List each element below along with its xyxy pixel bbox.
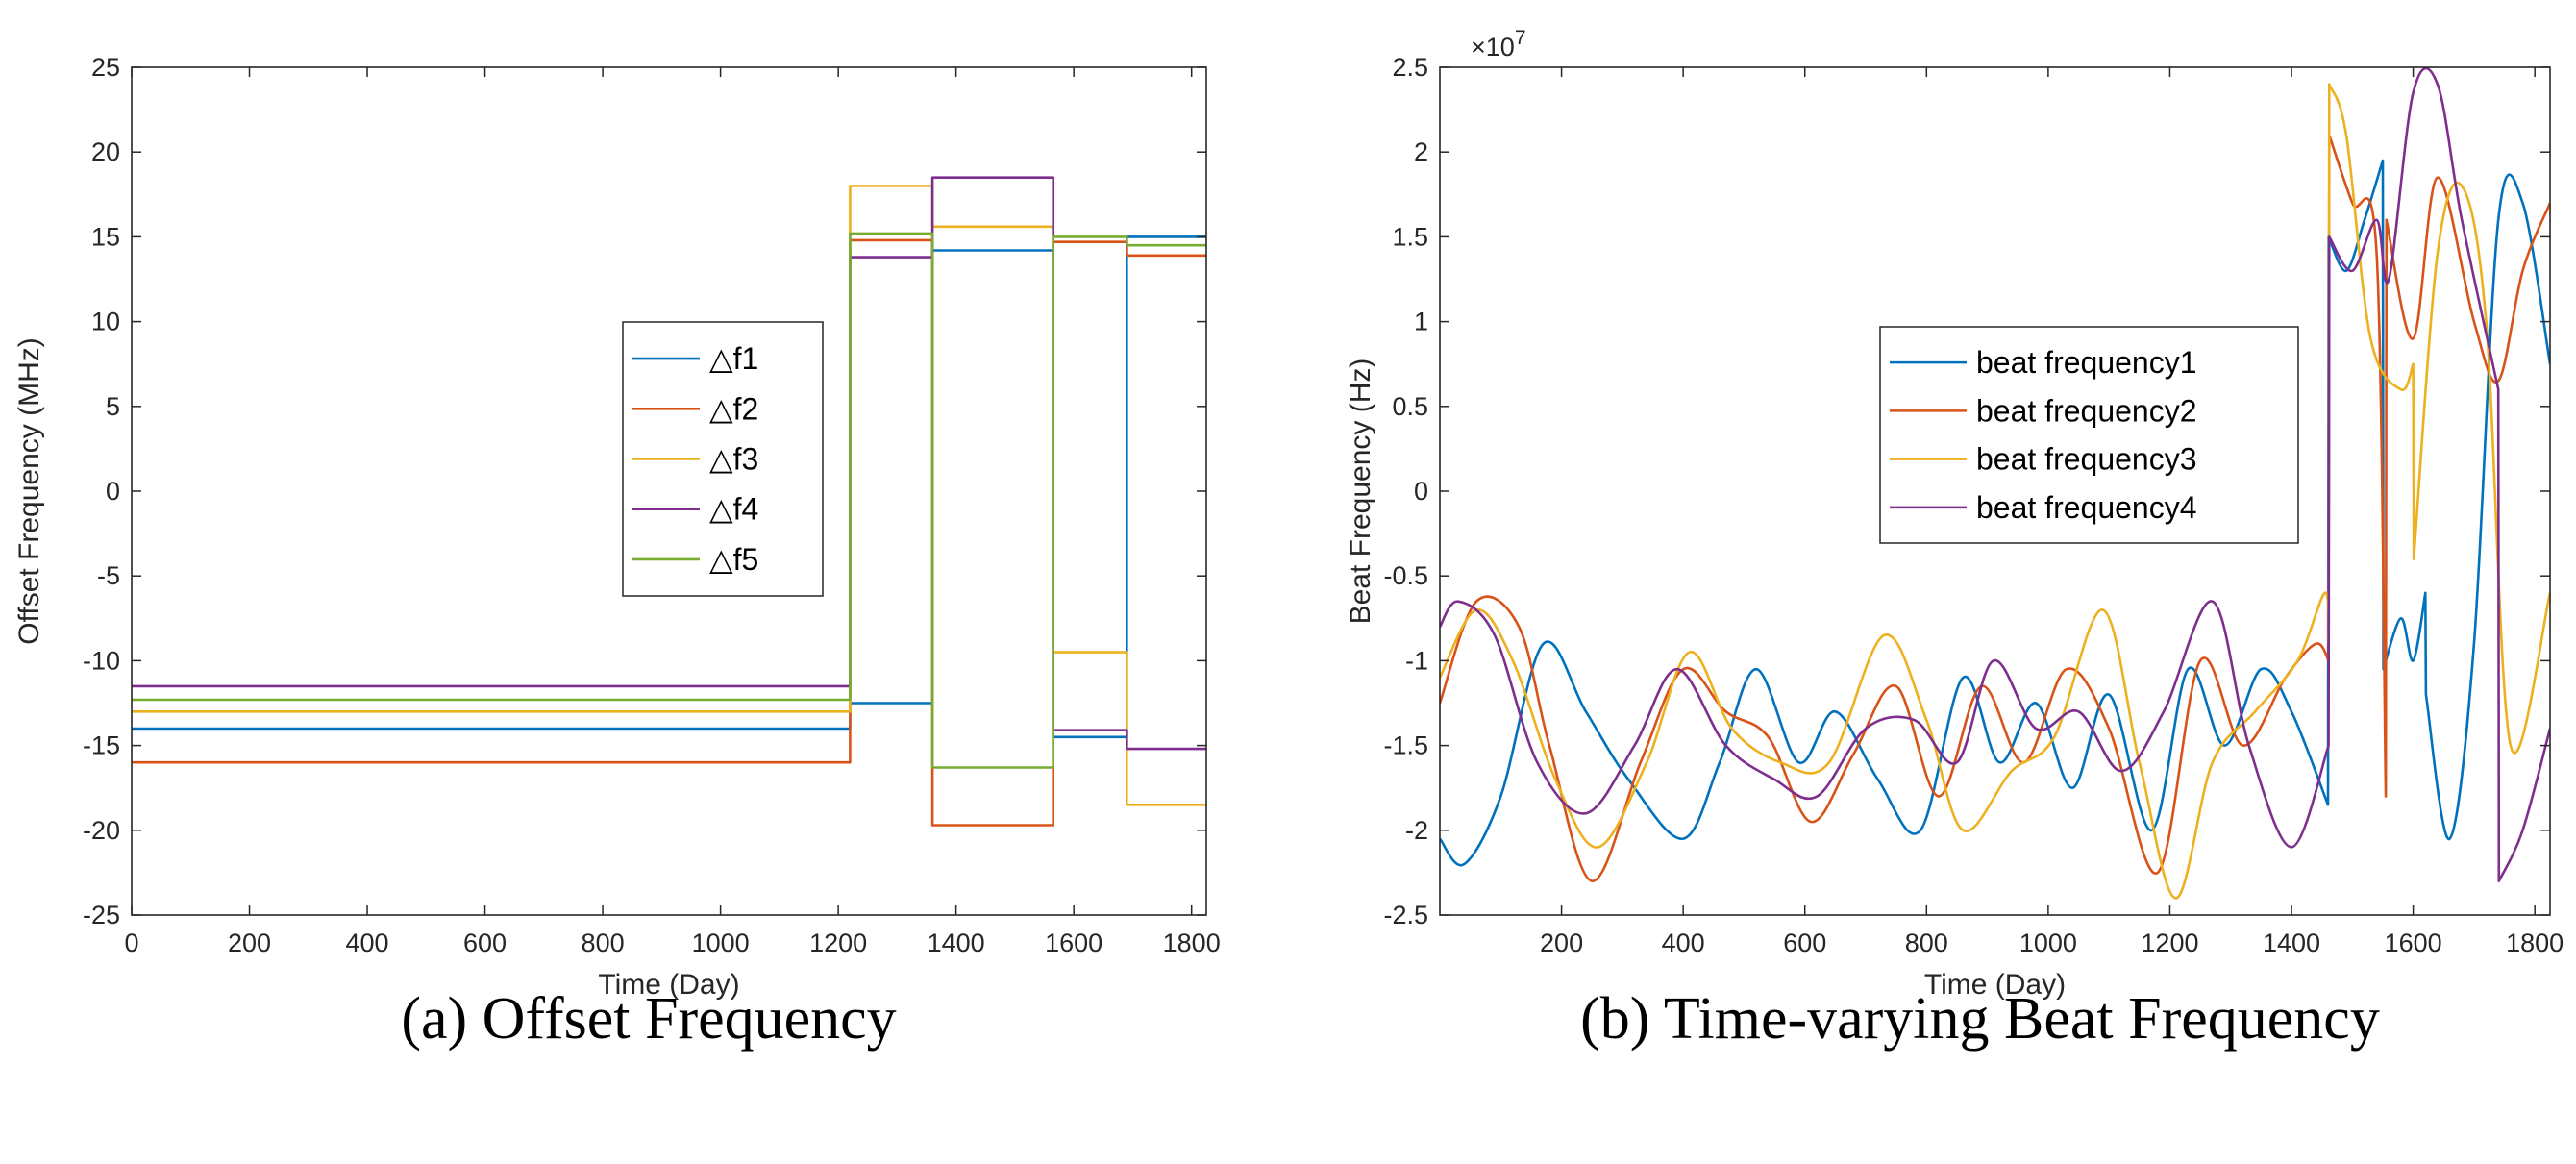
p1-x-tick-label: 0 bbox=[124, 929, 138, 957]
p1-x-tick-label: 600 bbox=[463, 929, 507, 957]
p2-x-axis-label: Time (Day) bbox=[1924, 969, 2066, 1001]
p1-y-tick-label: -5 bbox=[97, 561, 120, 590]
p1-x-tick-label: 1600 bbox=[1045, 929, 1102, 957]
p2-series-line-2 bbox=[1440, 134, 2550, 882]
p1-x-tick-label: 1800 bbox=[1163, 929, 1221, 957]
p2-y-tick-label: -1.5 bbox=[1383, 731, 1428, 760]
p2-series-line-1 bbox=[1440, 159, 2550, 867]
p2-y-tick-label: 0 bbox=[1414, 477, 1428, 506]
p1-y-tick-label: 20 bbox=[91, 137, 120, 166]
p1-series-line-5 bbox=[132, 232, 1206, 769]
p2-legend-entry-3: beat frequency3 bbox=[1976, 442, 2197, 477]
p2-y-tick-label: -2.5 bbox=[1383, 901, 1428, 929]
p2-series-line-4 bbox=[1440, 67, 2550, 882]
p1-y-tick-label: 0 bbox=[106, 477, 120, 506]
p1-legend: △f1 △f2 △f3 △f4 △f5 bbox=[622, 321, 824, 597]
p2-legend-entry-1: beat frequency1 bbox=[1976, 345, 2197, 380]
p1-y-tick-label: 15 bbox=[91, 222, 120, 251]
p2-y-tick-label: 2.5 bbox=[1392, 53, 1428, 82]
p1-caption: (a) Offset Frequency bbox=[401, 986, 896, 1052]
p2-x-tick-label: 400 bbox=[1662, 929, 1705, 957]
p2-y-tick-label: 1.5 bbox=[1392, 222, 1428, 251]
p1-legend-entry-4: △f4 bbox=[709, 492, 758, 527]
p2-x-tick-label: 600 bbox=[1783, 929, 1826, 957]
p2-y-tick-label: -2 bbox=[1405, 816, 1428, 845]
p2-caption: (b) Time-varying Beat Frequency bbox=[1580, 986, 2380, 1052]
p1-legend-entry-5: △f5 bbox=[709, 542, 758, 577]
p2-legend: beat frequency1 beat frequency2 beat frequ… bbox=[1879, 326, 2299, 544]
p2-y-tick-label: 1 bbox=[1414, 308, 1428, 336]
p1-y-tick-label: -10 bbox=[83, 646, 120, 675]
p1-x-tick-label: 400 bbox=[346, 929, 389, 957]
p1-x-tick-label: 1400 bbox=[928, 929, 985, 957]
p1-x-tick-label: 200 bbox=[228, 929, 271, 957]
p1-y-tick-label: -20 bbox=[83, 816, 120, 845]
p2-legend-entry-2: beat frequency2 bbox=[1976, 393, 2197, 428]
p2-x-tick-label: 1400 bbox=[2263, 929, 2320, 957]
p1-x-axis-label: Time (Day) bbox=[598, 969, 739, 1001]
p2-y-exponent-label: ×107 bbox=[1471, 27, 1526, 62]
p2-x-tick-label: 1800 bbox=[2506, 929, 2564, 957]
p2-x-tick-label: 1200 bbox=[2141, 929, 2198, 957]
p1-y-tick-label: 5 bbox=[106, 392, 120, 421]
panel-a-offset-frequency: 0 200 400 600 800 1000 1200 1400 1600 1800-25-20-… bbox=[13, 53, 1221, 1052]
p1-x-tick-label: 1200 bbox=[809, 929, 867, 957]
p2-x-tick-label: 800 bbox=[1905, 929, 1948, 957]
p2-x-tick-label: 200 bbox=[1540, 929, 1583, 957]
p1-y-tick-label: 25 bbox=[91, 53, 120, 82]
p2-y-axis-label: Beat Frequency (Hz) bbox=[1345, 359, 1376, 625]
p2-legend-entry-4: beat frequency4 bbox=[1976, 490, 2197, 525]
p1-y-axis-label: Offset Frequency (MHz) bbox=[13, 337, 45, 645]
p1-x-tick-label: 1000 bbox=[692, 929, 750, 957]
p2-x-tick-label: 1000 bbox=[2019, 929, 2077, 957]
p2-y-tick-label: -1 bbox=[1405, 646, 1428, 675]
p1-legend-entry-1: △f1 bbox=[709, 341, 758, 376]
p2-x-tick-label: 1600 bbox=[2385, 929, 2442, 957]
panel-b-beat-frequency: 200 400 600 800 1000 1200 1400 1600 1800 -2.5 -2 -1… bbox=[1345, 27, 2564, 1052]
p2-y-tick-label: 2 bbox=[1414, 137, 1428, 166]
p1-legend-entry-3: △f3 bbox=[709, 442, 758, 477]
p2-y-tick-label: 0.5 bbox=[1392, 392, 1428, 421]
p1-legend-entry-2: △f2 bbox=[709, 391, 758, 426]
p2-y-tick-label: -0.5 bbox=[1383, 561, 1428, 590]
p1-y-tick-label: -15 bbox=[83, 731, 120, 760]
p1-x-tick-label: 800 bbox=[582, 929, 625, 957]
p1-y-tick-label: -25 bbox=[83, 901, 120, 929]
p1-y-tick-label: 10 bbox=[91, 308, 120, 336]
p2-series-line-3 bbox=[1440, 83, 2550, 900]
